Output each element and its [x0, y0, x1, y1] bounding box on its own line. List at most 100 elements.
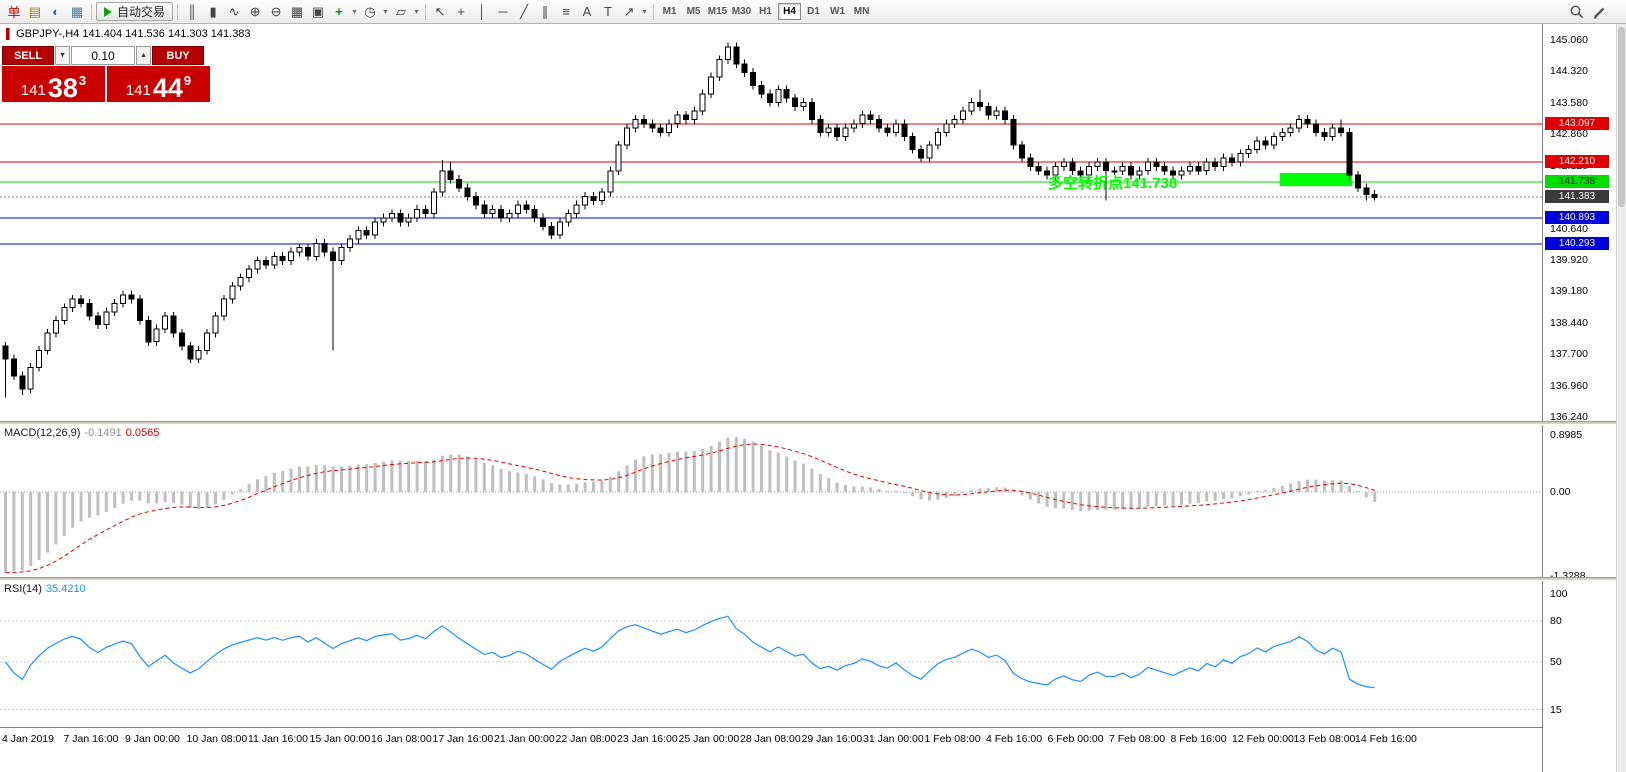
resistance-line-badge: 143.097: [1545, 117, 1609, 130]
timeframe-m1[interactable]: M1: [662, 6, 677, 17]
toolbar-separator: [653, 3, 655, 20]
charts-icon[interactable]: ▤: [28, 3, 42, 19]
search-icon[interactable]: [1569, 4, 1585, 20]
price-axis-label: 144.320: [1550, 65, 1588, 78]
new-order-icon[interactable]: 单: [7, 5, 21, 20]
time-axis-label: 29 Jan 16:00: [801, 733, 863, 745]
lot-decrease-button[interactable]: ▼: [55, 46, 70, 65]
crosshair-icon[interactable]: +: [457, 4, 465, 19]
buy-button[interactable]: BUY: [152, 46, 204, 65]
line-chart-icon[interactable]: ∿: [228, 3, 240, 19]
timeframe-m30[interactable]: M30: [731, 6, 752, 17]
arrows-icon[interactable]: ↗: [623, 3, 635, 19]
price-axis-label: 138.440: [1550, 316, 1588, 329]
time-axis-label: 8 Feb 16:00: [1170, 733, 1227, 745]
bid-pips: 38: [47, 72, 78, 103]
lot-increase-button[interactable]: ▲: [136, 46, 151, 65]
price-axis-label: 139.920: [1550, 253, 1588, 266]
market-watch-icon[interactable]: ◐: [52, 4, 60, 19]
price-axis-label: 142.860: [1550, 128, 1588, 141]
price-chart-canvas[interactable]: [0, 24, 1542, 421]
timeframe-h1[interactable]: H1: [759, 6, 772, 17]
bid-big-figure: 141: [20, 81, 46, 99]
panel-resize-handle-macd[interactable]: [0, 421, 1626, 425]
auto-trading-label: 自动交易: [117, 5, 166, 19]
arrows-icon-dropdown[interactable]: ▾: [642, 7, 647, 16]
price-axis-label: 139.180: [1550, 285, 1588, 298]
bid-price-button[interactable]: 141 38 3: [2, 66, 105, 102]
candlestick-chart-icon[interactable]: ▮: [209, 3, 217, 19]
price-axis-label: 140.640: [1550, 222, 1588, 235]
pivot-line-badge: 141.738: [1545, 175, 1609, 188]
time-axis-label: 4 Feb 16:00: [986, 733, 1043, 745]
zoom-out-icon[interactable]: ⊖: [270, 3, 282, 19]
time-axis-label: 15 Jan 00:00: [309, 733, 371, 745]
toolbar-separator: [425, 3, 427, 20]
rsi-axis-label: 100: [1550, 588, 1568, 600]
time-axis-label: 7 Feb 08:00: [1109, 733, 1166, 745]
trendline-icon[interactable]: ╱: [520, 3, 528, 19]
time-axis-label: 22 Jan 08:00: [555, 733, 617, 745]
time-axis-label: 10 Jan 08:00: [186, 733, 248, 745]
ask-price-button[interactable]: 141 44 9: [107, 66, 210, 102]
pivot-zone-rect[interactable]: [1279, 172, 1352, 187]
periods-icon[interactable]: ◷: [364, 3, 376, 19]
label-icon[interactable]: T: [604, 4, 612, 19]
timeframe-mn[interactable]: MN: [853, 6, 870, 17]
symbol-ohlc-text: GBPJPY-,H4 141.404 141.536 141.303 141.3…: [16, 28, 251, 40]
templates-icon[interactable]: ▱: [396, 3, 407, 19]
scrollbar-thumb[interactable]: [1618, 27, 1625, 207]
cursor-icon[interactable]: ↖: [434, 3, 446, 19]
price-axis-label: 137.700: [1550, 348, 1588, 361]
text-icon[interactable]: A: [582, 4, 592, 19]
panel-resize-handle-rsi[interactable]: [0, 577, 1626, 581]
auto-trading-button[interactable]: 自动交易: [96, 2, 174, 21]
chart-shift-icon[interactable]: ▣: [311, 3, 325, 19]
chart-symbol-icon: ▌: [6, 29, 14, 40]
zoom-in-icon[interactable]: ⊕: [249, 3, 261, 19]
time-axis-label: 12 Feb 00:00: [1232, 733, 1294, 745]
timeframe-m5[interactable]: M5: [686, 6, 701, 17]
periods-icon-dropdown[interactable]: ▾: [383, 7, 388, 16]
time-axis[interactable]: 4 Jan 2019 7 Jan 16:00 9 Jan 00:00 10 Jan 0…: [0, 727, 1542, 772]
price-chart-panel[interactable]: ▌ GBPJPY-,H4 141.404 141.536 141.303 141.…: [0, 24, 1542, 421]
time-axis-label: 16 Jan 08:00: [371, 733, 432, 745]
fibonacci-icon[interactable]: ≡: [562, 4, 570, 19]
vertical-line-icon[interactable]: │: [477, 4, 487, 19]
edit-pencil-icon[interactable]: [1592, 4, 1608, 20]
horizontal-line-icon[interactable]: ─: [498, 4, 508, 19]
macd-indicator-panel[interactable]: MACD(12,26,9) -0.1491 0.0565: [0, 425, 1542, 577]
macd-label: MACD(12,26,9) -0.1491 0.0565: [4, 427, 160, 439]
price-axis[interactable]: 145.060144.320143.580142.860142.120141.3…: [1542, 24, 1616, 772]
time-axis-label: 11 Jan 16:00: [248, 733, 308, 745]
price-axis-label: 136.240: [1550, 411, 1588, 424]
tile-windows-icon[interactable]: ▦: [290, 3, 304, 19]
support-line-badge: 140.893: [1545, 211, 1609, 224]
templates-icon-dropdown[interactable]: ▾: [414, 7, 419, 16]
symbol-ohlc-label: ▌ GBPJPY-,H4 141.404 141.536 141.303 141.…: [6, 28, 251, 40]
navigator-icon[interactable]: ▦: [70, 3, 84, 19]
sell-button[interactable]: SELL: [2, 46, 54, 65]
vertical-scrollbar[interactable]: [1616, 24, 1626, 772]
timeframe-m15[interactable]: M15: [707, 6, 728, 17]
time-axis-label: 1 Feb 08:00: [924, 733, 981, 745]
timeframe-h4[interactable]: H4: [778, 3, 802, 20]
time-axis-label: 31 Jan 00:00: [863, 733, 924, 745]
play-icon: [104, 6, 112, 17]
rsi-indicator-panel[interactable]: RSI(14) 35.4210: [0, 581, 1542, 727]
ask-fraction: 9: [183, 73, 192, 88]
macd-axis-label: 0.8985: [1550, 429, 1583, 441]
bar-chart-icon[interactable]: ║: [187, 4, 197, 19]
timeframe-w1[interactable]: W1: [830, 6, 846, 17]
macd-signal-value: 0.0565: [125, 427, 160, 439]
ask-pips: 44: [152, 72, 183, 103]
indicators-add-icon-dropdown[interactable]: ▾: [352, 7, 357, 16]
time-axis-label: 7 Jan 16:00: [63, 733, 119, 745]
channel-icon[interactable]: ∥: [541, 3, 549, 19]
timeframe-d1[interactable]: D1: [807, 6, 820, 17]
indicators-add-icon[interactable]: +: [335, 4, 343, 19]
macd-main-value: -0.1491: [84, 427, 122, 439]
lot-size-input[interactable]: [71, 46, 135, 65]
toolbar-separator: [91, 3, 92, 20]
toolbar-separator: [177, 3, 179, 20]
